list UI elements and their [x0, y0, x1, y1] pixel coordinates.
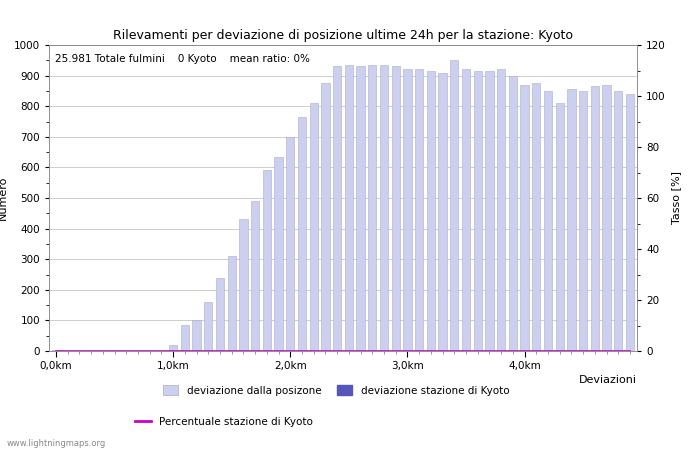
- Text: Deviazioni: Deviazioni: [579, 375, 637, 386]
- Bar: [368, 65, 377, 351]
- Title: Rilevamenti per deviazione di posizione ultime 24h per la stazione: Kyoto: Rilevamenti per deviazione di posizione …: [113, 29, 573, 42]
- Bar: [415, 69, 424, 351]
- Bar: [309, 103, 318, 351]
- Bar: [239, 220, 248, 351]
- Bar: [427, 71, 435, 351]
- Text: www.lightningmaps.org: www.lightningmaps.org: [7, 439, 106, 448]
- Bar: [391, 67, 400, 351]
- Bar: [333, 67, 341, 351]
- Bar: [532, 83, 540, 351]
- Text: 25.981 Totale fulmini    0 Kyoto    mean ratio: 0%: 25.981 Totale fulmini 0 Kyoto mean ratio…: [55, 54, 310, 64]
- Bar: [274, 157, 283, 351]
- Bar: [403, 69, 412, 351]
- Bar: [485, 71, 494, 351]
- Bar: [579, 91, 587, 351]
- Bar: [626, 94, 634, 351]
- Bar: [521, 85, 528, 351]
- Bar: [321, 83, 330, 351]
- Bar: [356, 67, 365, 351]
- Bar: [298, 117, 306, 351]
- Bar: [567, 90, 575, 351]
- Bar: [286, 137, 295, 351]
- Bar: [262, 171, 271, 351]
- Bar: [544, 91, 552, 351]
- Bar: [380, 65, 388, 351]
- Bar: [438, 72, 447, 351]
- Bar: [509, 76, 517, 351]
- Legend: Percentuale stazione di Kyoto: Percentuale stazione di Kyoto: [131, 413, 317, 431]
- Bar: [251, 201, 259, 351]
- Y-axis label: Numero: Numero: [0, 176, 8, 220]
- Bar: [181, 325, 189, 351]
- Bar: [193, 320, 201, 351]
- Bar: [591, 86, 599, 351]
- Legend: deviazione dalla posizone, deviazione stazione di Kyoto: deviazione dalla posizone, deviazione st…: [158, 381, 514, 400]
- Bar: [204, 302, 212, 351]
- Y-axis label: Tasso [%]: Tasso [%]: [671, 171, 681, 225]
- Bar: [462, 69, 470, 351]
- Bar: [614, 91, 622, 351]
- Bar: [450, 60, 459, 351]
- Bar: [556, 103, 564, 351]
- Bar: [169, 345, 177, 351]
- Bar: [228, 256, 236, 351]
- Bar: [216, 278, 224, 351]
- Bar: [474, 71, 482, 351]
- Bar: [603, 85, 610, 351]
- Bar: [345, 65, 353, 351]
- Bar: [497, 69, 505, 351]
